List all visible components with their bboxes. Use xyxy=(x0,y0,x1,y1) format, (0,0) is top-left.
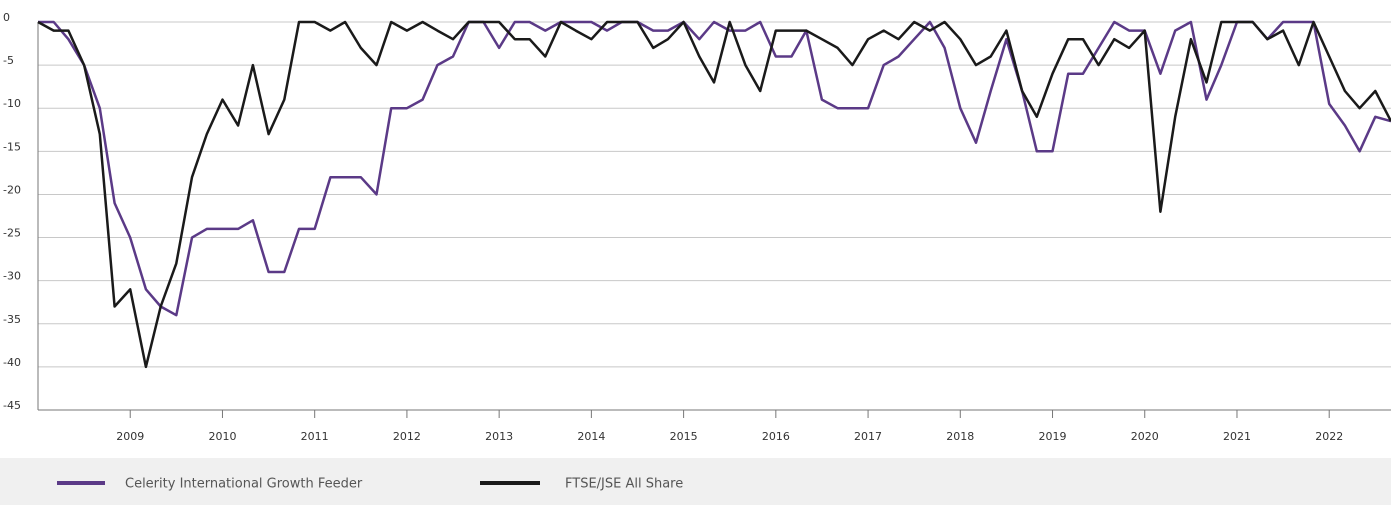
y-tick-label: -15 xyxy=(3,140,21,153)
legend-background xyxy=(0,458,1391,505)
legend-label: FTSE/JSE All Share xyxy=(565,477,683,492)
series-line xyxy=(38,20,1391,317)
x-tick-label: 2019 xyxy=(1039,430,1067,443)
legend-label: Celerity International Growth Feeder xyxy=(125,477,363,492)
x-tick-label: 2021 xyxy=(1223,430,1251,443)
legend: Celerity International Growth Feeder FTSE… xyxy=(57,477,683,492)
x-tick-label: 2018 xyxy=(946,430,974,443)
y-tick-label: -30 xyxy=(3,270,21,283)
x-tick-label: 2012 xyxy=(393,430,421,443)
x-tick-label: 2013 xyxy=(485,430,513,443)
y-tick-label: -10 xyxy=(3,97,21,110)
x-tick-label: 2011 xyxy=(301,430,329,443)
x-tick-label: 2010 xyxy=(208,430,236,443)
x-tick-label: 2020 xyxy=(1131,430,1159,443)
y-tick-label: -35 xyxy=(3,313,21,326)
y-tick-label: -40 xyxy=(3,356,21,369)
y-tick-label: -25 xyxy=(3,227,21,240)
y-tick-label: 0 xyxy=(3,11,10,24)
x-tick-label: 2014 xyxy=(577,430,605,443)
series-line xyxy=(37,20,1391,369)
y-tick-label: -20 xyxy=(3,183,21,196)
y-tick-label: -5 xyxy=(3,54,14,67)
y-tick-label: -45 xyxy=(3,399,21,412)
x-tick-label: 2009 xyxy=(116,430,144,443)
x-tick-label: 2015 xyxy=(670,430,698,443)
x-tick-label: 2016 xyxy=(762,430,790,443)
x-tick-label: 2017 xyxy=(854,430,882,443)
x-tick-label: 2022 xyxy=(1315,430,1343,443)
